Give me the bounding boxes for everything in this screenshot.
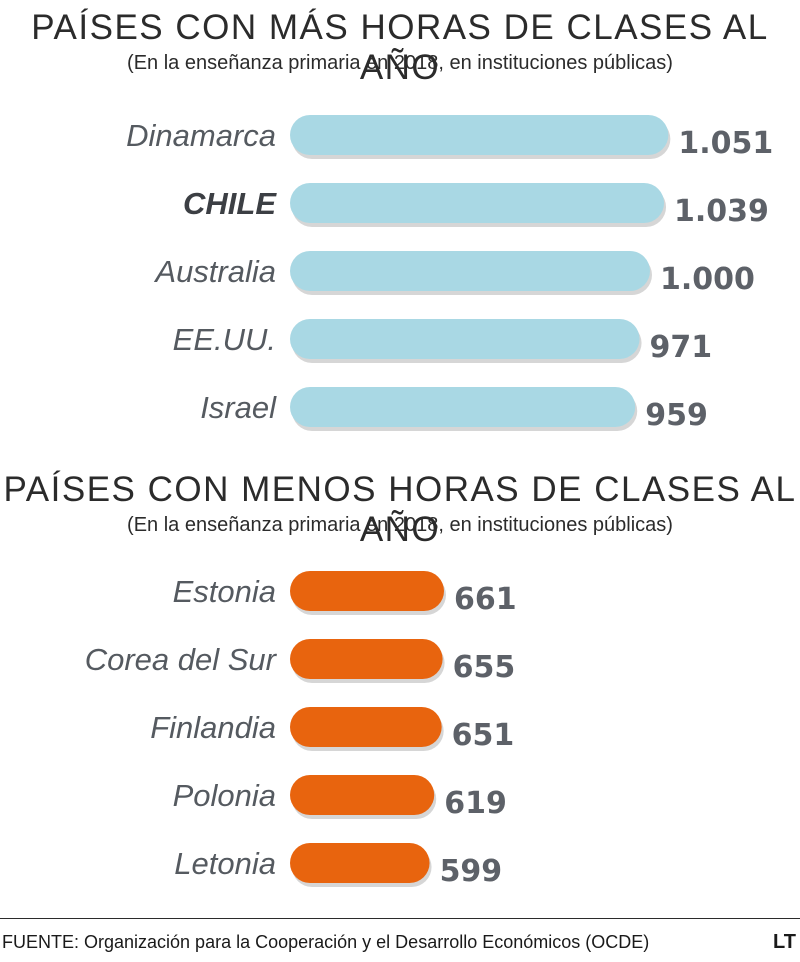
value-label: 971 xyxy=(650,330,713,365)
value-label: 619 xyxy=(444,786,507,821)
bar-ee-uu- xyxy=(290,319,640,359)
value-label: 1.000 xyxy=(660,262,755,297)
chart-1-subtitle: (En la enseñanza primaria en 2018, en in… xyxy=(127,52,673,74)
footer: FUENTE: Organización para la Cooperación… xyxy=(0,918,800,962)
bar-finlandia xyxy=(290,707,442,747)
publisher-logo: LT xyxy=(773,931,796,953)
category-label: Israel xyxy=(200,390,277,425)
bar-israel xyxy=(290,387,636,427)
bar-australia xyxy=(290,251,650,291)
category-label: EE.UU. xyxy=(173,322,276,357)
value-label: 651 xyxy=(452,718,515,753)
chart-2-subtitle: (En la enseñanza primaria en 2018, en in… xyxy=(127,514,673,536)
category-label: Polonia xyxy=(173,778,276,813)
chart-1-bars: Dinamarca 1.051 CHILE 1.039 Australia 1.000 EE… xyxy=(126,115,773,433)
category-label: Australia xyxy=(153,254,276,289)
bar-corea-del-sur xyxy=(290,639,443,679)
category-label: Finlandia xyxy=(150,710,276,745)
value-label: 1.039 xyxy=(674,194,769,229)
source-note: FUENTE: Organización para la Cooperación… xyxy=(2,932,650,952)
bar-dinamarca xyxy=(290,115,669,155)
bar-estonia xyxy=(290,571,445,611)
category-label: Letonia xyxy=(174,846,276,881)
bar-polonia xyxy=(290,775,435,815)
category-label: Corea del Sur xyxy=(85,642,278,677)
value-label: 655 xyxy=(453,650,516,685)
category-label: Estonia xyxy=(173,574,276,609)
value-label: 661 xyxy=(454,582,517,617)
value-label: 959 xyxy=(645,398,708,433)
category-label: Dinamarca xyxy=(126,118,276,153)
category-label: CHILE xyxy=(183,186,277,221)
chart-2-bars: Estonia 661 Corea del Sur 655 Finlandia 651 Po… xyxy=(85,571,517,889)
chart-1-title: PAÍSES CON MÁS HORAS DE CLASES AL AÑO xyxy=(31,8,769,87)
bar-letonia xyxy=(290,843,430,883)
chart-2-title: PAÍSES CON MENOS HORAS DE CLASES AL AÑO xyxy=(3,470,797,549)
value-label: 1.051 xyxy=(678,126,773,161)
value-label: 599 xyxy=(440,854,503,889)
bar-chile xyxy=(290,183,665,223)
